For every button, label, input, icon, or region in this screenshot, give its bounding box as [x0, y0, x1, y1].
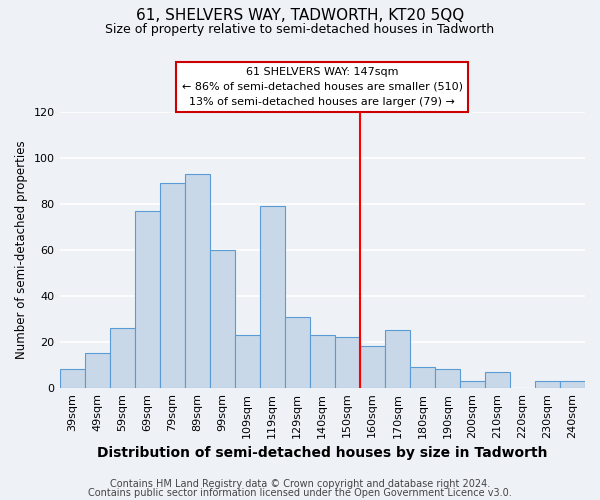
Text: Contains public sector information licensed under the Open Government Licence v3: Contains public sector information licen… [88, 488, 512, 498]
Text: Size of property relative to semi-detached houses in Tadworth: Size of property relative to semi-detach… [106, 22, 494, 36]
Bar [410, 367, 435, 388]
Bar [485, 372, 510, 388]
Bar [535, 381, 560, 388]
Bar [560, 381, 585, 388]
Bar [85, 354, 110, 388]
Bar [185, 174, 209, 388]
Text: Contains HM Land Registry data © Crown copyright and database right 2024.: Contains HM Land Registry data © Crown c… [110, 479, 490, 489]
Bar [310, 335, 335, 388]
Y-axis label: Number of semi-detached properties: Number of semi-detached properties [15, 140, 28, 360]
Bar [460, 381, 485, 388]
Bar [360, 346, 385, 388]
Bar [260, 206, 285, 388]
Bar [134, 211, 160, 388]
Bar [385, 330, 410, 388]
Bar [235, 335, 260, 388]
Bar [435, 370, 460, 388]
Text: 61 SHELVERS WAY: 147sqm
← 86% of semi-detached houses are smaller (510)
13% of s: 61 SHELVERS WAY: 147sqm ← 86% of semi-de… [182, 67, 463, 107]
Bar [209, 250, 235, 388]
Bar [285, 316, 310, 388]
Text: 61, SHELVERS WAY, TADWORTH, KT20 5QQ: 61, SHELVERS WAY, TADWORTH, KT20 5QQ [136, 8, 464, 22]
X-axis label: Distribution of semi-detached houses by size in Tadworth: Distribution of semi-detached houses by … [97, 446, 548, 460]
Bar [59, 370, 85, 388]
Bar [110, 328, 134, 388]
Bar [335, 338, 360, 388]
Bar [160, 184, 185, 388]
